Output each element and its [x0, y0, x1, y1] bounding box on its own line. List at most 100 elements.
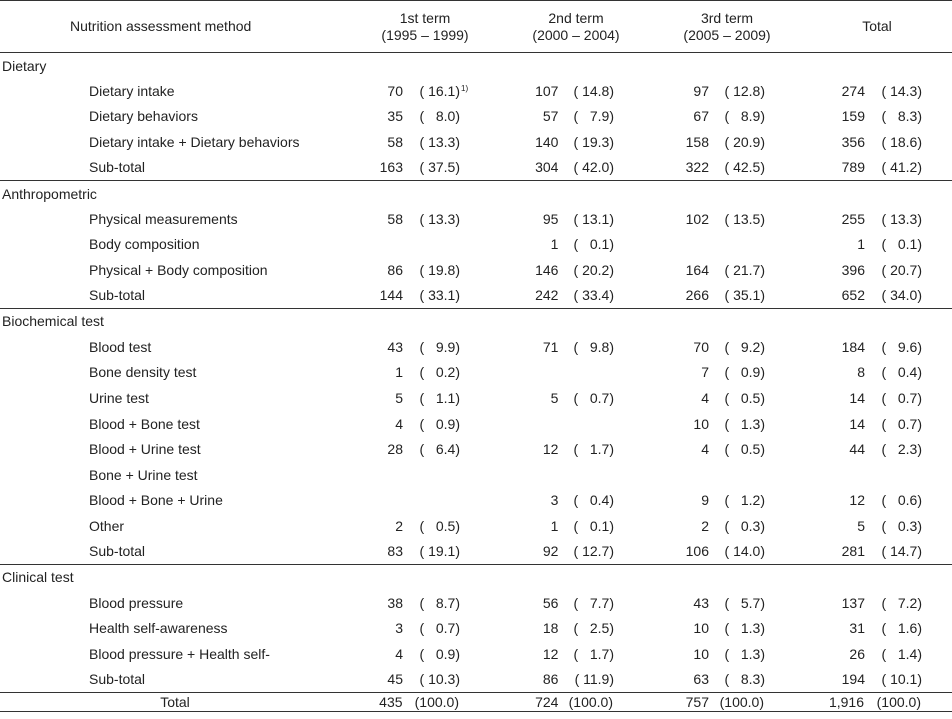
- count-value: 144: [379, 287, 403, 304]
- value-cell-content: 158 ( 20.9): [652, 134, 802, 150]
- percent-value: ( 0.5): [724, 390, 765, 407]
- value-cell: [500, 462, 652, 488]
- value-cell: 95 ( 13.1): [500, 206, 652, 232]
- value-cell: 281 ( 14.7): [802, 539, 952, 565]
- value-cell: 35 ( 8.0): [350, 104, 500, 130]
- row-label: Blood test: [89, 338, 152, 355]
- value-cell-content: 322 ( 42.5): [652, 159, 802, 175]
- percent-value: ( 13.1): [573, 210, 614, 227]
- value-cell-content: 58 ( 13.3): [350, 134, 500, 150]
- count-value: 83: [387, 543, 403, 560]
- value-cell: 57 ( 7.9): [500, 104, 652, 130]
- value-cell: 38 ( 8.7): [350, 590, 500, 616]
- count-value: 1: [550, 517, 559, 534]
- value-cell-content: 12 ( 1.7): [500, 646, 652, 662]
- value-cell: 266 ( 35.1): [652, 283, 802, 309]
- value-cell-content: 58 ( 13.3): [350, 211, 500, 227]
- percent-value: ( 13.3): [419, 210, 460, 227]
- percent-value: ( 37.5): [419, 159, 460, 176]
- count-value: 2: [701, 517, 709, 534]
- table-row: Blood + Bone + Urine 3 ( 0.4) 9 ( 1.2) 12 ( 0.…: [0, 488, 952, 514]
- count-value: 5: [550, 390, 559, 407]
- row-label: Urine test: [89, 390, 149, 407]
- percent-value: ( 8.7): [419, 594, 460, 611]
- table-row: Sub-total 45 ( 10.3) 86 ( 11.9) 63 ( 8.3) 194 ( …: [0, 667, 952, 693]
- percent-value: ( 19.3): [573, 134, 614, 151]
- percent-value: ( 0.7): [881, 415, 922, 432]
- value-cell-content: 435 (100.0): [351, 694, 499, 710]
- percent-value: ( 12.8): [724, 82, 765, 99]
- value-cell: 724 (100.0): [500, 691, 652, 712]
- value-cell-content: 4 ( 0.9): [350, 646, 500, 662]
- percent-value: ( 1.3): [724, 620, 765, 637]
- value-cell: 757 (100.0): [652, 691, 802, 712]
- value-cell-content: 4 ( 0.9): [350, 416, 500, 432]
- value-cell-content: 10 ( 1.3): [652, 646, 802, 662]
- value-cell: 4 ( 0.5): [652, 436, 802, 462]
- value-cell: 1 ( 0.1): [500, 232, 652, 258]
- count-value: 107: [535, 82, 559, 99]
- percent-value: ( 9.9): [419, 338, 460, 355]
- percent-value: ( 21.7): [724, 262, 765, 279]
- percent-value: ( 14.0): [724, 543, 765, 560]
- count-value: 14: [849, 415, 865, 432]
- count-value: 356: [841, 134, 865, 151]
- percent-value: ( 1.2): [724, 492, 765, 509]
- percent-value: ( 16.1): [419, 82, 460, 99]
- header-term-2: 2nd term (2000 – 2004): [500, 0, 652, 53]
- value-cell-content: 140 ( 19.3): [500, 134, 652, 150]
- percent-value: ( 20.9): [724, 134, 765, 151]
- count-value: 9: [701, 492, 709, 509]
- count-value: 12: [542, 645, 559, 662]
- count-value: 3: [550, 492, 559, 509]
- row-label: Blood + Bone + Urine: [89, 492, 223, 509]
- header-term-3: 3rd term (2005 – 2009): [652, 0, 802, 53]
- value-cell: [500, 360, 652, 386]
- value-cell: 12 ( 1.7): [500, 641, 652, 667]
- count-value: 274: [841, 82, 865, 99]
- percent-value: ( 0.7): [419, 620, 460, 637]
- value-cell-content: 304 ( 42.0): [500, 159, 652, 175]
- value-cell-content: 56 ( 7.7): [500, 595, 652, 611]
- value-cell: 4 ( 0.9): [350, 641, 500, 667]
- value-cell-content: 44 ( 2.3): [802, 441, 952, 457]
- value-cell-content: 3 ( 0.4): [500, 492, 652, 508]
- percent-value: ( 8.0): [419, 108, 460, 125]
- value-cell: [652, 232, 802, 258]
- value-cell-content: 86 ( 19.8): [350, 262, 500, 278]
- section-label: Clinical test: [0, 563, 952, 590]
- count-value: 31: [849, 620, 865, 637]
- value-cell-content: 274 ( 14.3): [802, 83, 952, 99]
- value-cell: 1,916 (100.0): [802, 691, 952, 712]
- header-method: Nutrition assessment method: [0, 0, 350, 53]
- count-value: 1: [395, 364, 403, 381]
- percent-value: ( 0.3): [881, 517, 922, 534]
- section-label: Anthropometric: [0, 179, 952, 207]
- section-row: Clinical test: [0, 563, 952, 590]
- value-cell: [500, 411, 652, 437]
- table-row: Physical measurements 58 ( 13.3) 95 ( 13.1) 1…: [0, 206, 952, 232]
- section-label: Biochemical test: [0, 307, 952, 335]
- count-value: 95: [542, 210, 559, 227]
- percent-value: ( 9.8): [573, 338, 614, 355]
- percent-value: ( 0.7): [573, 390, 614, 407]
- percent-value: ( 1.1): [419, 390, 460, 407]
- section-label: Dietary: [0, 52, 952, 79]
- percent-value: ( 7.7): [573, 594, 614, 611]
- percent-value: ( 33.4): [573, 287, 614, 304]
- value-cell: 67 ( 8.9): [652, 104, 802, 130]
- value-cell: 144 ( 33.1): [350, 283, 500, 309]
- value-cell-content: 43 ( 5.7): [652, 595, 802, 611]
- value-cell: 43 ( 9.9): [350, 334, 500, 360]
- table-row: Physical + Body composition 86 ( 19.8) 146 (…: [0, 257, 952, 283]
- value-cell-content: 144 ( 33.1): [350, 287, 500, 303]
- percent-value: ( 0.3): [724, 517, 765, 534]
- percent-value: (100.0): [568, 693, 613, 710]
- percent-value: ( 18.6): [881, 134, 922, 151]
- value-cell-content: 2 ( 0.3): [652, 518, 802, 534]
- value-cell: 2 ( 0.5): [350, 513, 500, 539]
- term-2-years: (2000 – 2004): [532, 26, 620, 43]
- percent-value: ( 2.5): [573, 620, 614, 637]
- value-cell: [350, 488, 500, 514]
- table-row: Blood + Urine test 28 ( 6.4) 12 ( 1.7) 4 ( 0.5…: [0, 436, 952, 462]
